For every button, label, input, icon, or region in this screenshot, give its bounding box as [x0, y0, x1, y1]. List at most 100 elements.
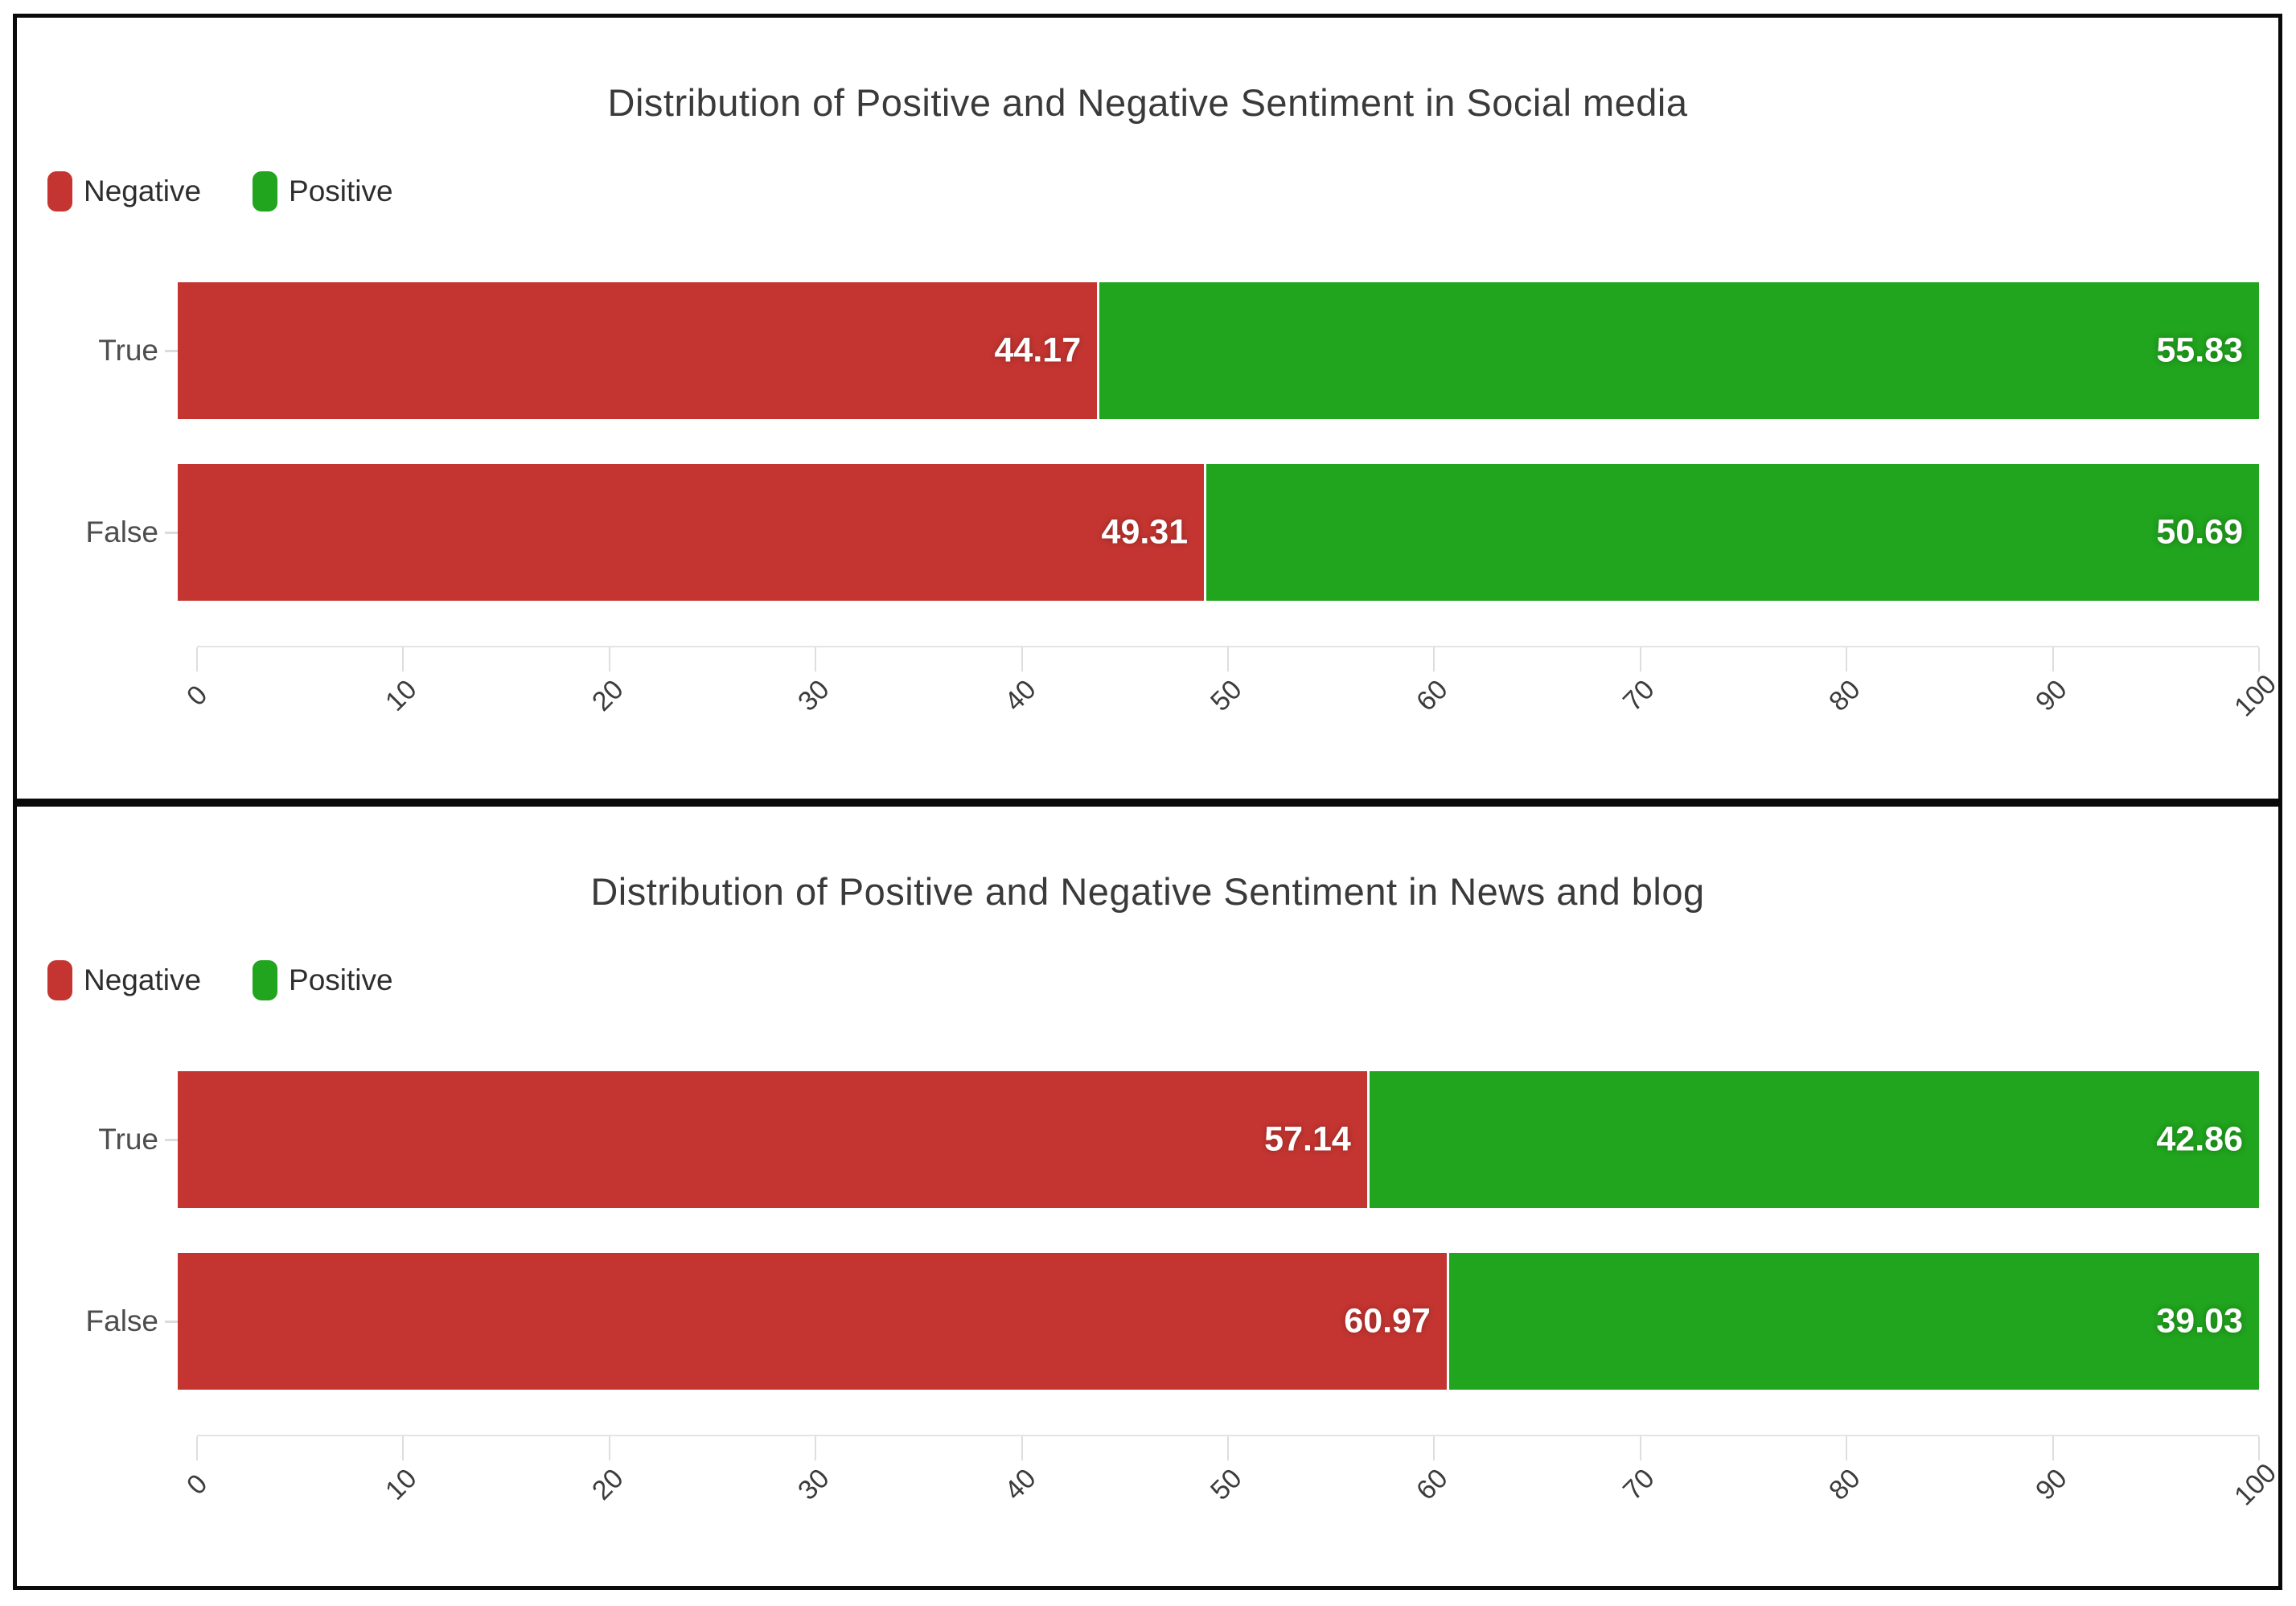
x-axis: 0 10 20 30 40 50 60 70 80 90 100 — [181, 646, 2282, 766]
bar-value-label: 44.17 — [994, 331, 1082, 370]
x-axis-line — [197, 1435, 2259, 1436]
x-tick-label: 100 — [2228, 1457, 2283, 1512]
bar-segment-negative: 44.17 — [178, 282, 1098, 419]
x-tick-label: 30 — [792, 1463, 836, 1506]
x-tick-label: 60 — [1411, 674, 1455, 717]
bar-row: False 60.97 39.03 — [51, 1253, 2259, 1390]
bar-row: True 44.17 55.83 — [51, 282, 2259, 419]
legend-label: Positive — [289, 963, 393, 996]
legend-item-negative: Negative — [47, 960, 201, 1000]
category-tick-icon — [165, 1320, 178, 1323]
bar-value-label: 55.83 — [2156, 331, 2243, 370]
negative-swatch-icon — [47, 171, 72, 212]
legend-label: Negative — [84, 175, 202, 207]
x-tick-label: 40 — [998, 674, 1042, 717]
bar-value-label: 57.14 — [1264, 1119, 1351, 1159]
tick-line-icon — [1639, 647, 1641, 672]
plot-area: True 44.17 55.83 False 49.31 50.69 0 10 20 30 40 5… — [51, 282, 2282, 766]
x-tick-label: 70 — [1616, 674, 1661, 717]
x-axis-line — [197, 646, 2259, 647]
category-tick-icon — [165, 1138, 178, 1141]
bar-value-label: 60.97 — [1344, 1301, 1431, 1341]
bar-segment-positive: 50.69 — [1204, 464, 2259, 601]
tick-line-icon — [608, 647, 610, 672]
tick-line-icon — [1021, 647, 1023, 672]
chart-panel-social-media: Distribution of Positive and Negative Se… — [13, 14, 2282, 803]
category-tick-icon — [165, 349, 178, 352]
bar-row: True 57.14 42.86 — [51, 1071, 2259, 1208]
tick-line-icon — [2258, 647, 2260, 672]
tick-line-icon — [815, 647, 817, 672]
x-tick-label: 70 — [1616, 1463, 1661, 1506]
bar-rows: True 44.17 55.83 False 49.31 50.69 — [51, 282, 2259, 601]
bar-value-label: 39.03 — [2156, 1301, 2243, 1341]
x-tick-label: 50 — [1205, 674, 1248, 717]
positive-swatch-icon — [253, 960, 278, 1000]
bar-segment-negative: 49.31 — [178, 464, 1205, 601]
category-cell: False — [51, 1304, 178, 1338]
stacked-bar: 44.17 55.83 — [178, 282, 2259, 419]
legend-label: Positive — [289, 175, 393, 207]
legend: Negative Positive — [47, 171, 2278, 212]
x-tick-label: 80 — [1823, 1463, 1867, 1506]
legend-item-positive: Positive — [253, 171, 393, 212]
category-cell: True — [51, 1123, 178, 1156]
tick-line-icon — [1846, 1436, 1848, 1460]
category-cell: True — [51, 334, 178, 368]
negative-swatch-icon — [47, 960, 72, 1000]
tick-line-icon — [815, 1436, 817, 1460]
legend-item-positive: Positive — [253, 960, 393, 1000]
x-tick-label: 60 — [1411, 1463, 1455, 1506]
bar-segment-negative: 57.14 — [178, 1071, 1367, 1208]
bar-value-label: 49.31 — [1101, 512, 1189, 552]
tick-line-icon — [1846, 647, 1848, 672]
x-tick-label: 100 — [2228, 668, 2283, 723]
legend-item-negative: Negative — [47, 171, 201, 212]
x-tick-label: 10 — [380, 674, 424, 717]
x-tick-label: 0 — [181, 1468, 214, 1501]
x-tick-label: 0 — [181, 679, 214, 713]
x-tick-label: 20 — [585, 1463, 630, 1506]
bar-value-label: 42.86 — [2156, 1119, 2243, 1159]
stacked-bar: 49.31 50.69 — [178, 464, 2259, 601]
tick-line-icon — [608, 1436, 610, 1460]
stacked-bar: 57.14 42.86 — [178, 1071, 2259, 1208]
tick-line-icon — [1433, 1436, 1436, 1460]
x-tick-label: 30 — [792, 674, 836, 717]
x-tick-label: 20 — [585, 674, 630, 717]
tick-line-icon — [1021, 1436, 1023, 1460]
tick-line-icon — [402, 1436, 405, 1460]
x-tick-label: 50 — [1205, 1463, 1248, 1506]
bar-value-label: 50.69 — [2156, 512, 2243, 552]
bar-segment-positive: 55.83 — [1097, 282, 2259, 419]
category-label: True — [98, 334, 158, 367]
bar-segment-positive: 39.03 — [1446, 1253, 2259, 1390]
positive-swatch-icon — [253, 171, 278, 212]
tick-line-icon — [1639, 1436, 1641, 1460]
chart-panel-news-blog: Distribution of Positive and Negative Se… — [13, 803, 2282, 1590]
category-label: False — [85, 1304, 158, 1337]
tick-line-icon — [196, 1436, 198, 1460]
tick-line-icon — [2258, 1436, 2260, 1460]
chart-title: Distribution of Positive and Negative Se… — [590, 870, 1705, 913]
legend: Negative Positive — [47, 960, 2278, 1000]
x-tick-label: 90 — [2029, 1463, 2073, 1506]
x-tick-label: 10 — [380, 1463, 424, 1506]
bar-segment-negative: 60.97 — [178, 1253, 1447, 1390]
tick-line-icon — [1227, 1436, 1229, 1460]
x-tick-label: 40 — [998, 1463, 1042, 1506]
x-axis: 0 10 20 30 40 50 60 70 80 90 100 — [181, 1435, 2282, 1555]
plot-area: True 57.14 42.86 False 60.97 39.03 0 10 20 30 40 5… — [51, 1071, 2282, 1555]
category-label: True — [98, 1123, 158, 1156]
tick-line-icon — [196, 647, 198, 672]
bar-rows: True 57.14 42.86 False 60.97 39.03 — [51, 1071, 2259, 1390]
category-tick-icon — [165, 531, 178, 534]
bar-segment-positive: 42.86 — [1366, 1071, 2259, 1208]
x-tick-label: 80 — [1823, 674, 1867, 717]
category-label: False — [85, 515, 158, 548]
tick-line-icon — [402, 647, 405, 672]
legend-label: Negative — [84, 963, 202, 996]
category-cell: False — [51, 515, 178, 549]
x-tick-label: 90 — [2029, 674, 2073, 717]
